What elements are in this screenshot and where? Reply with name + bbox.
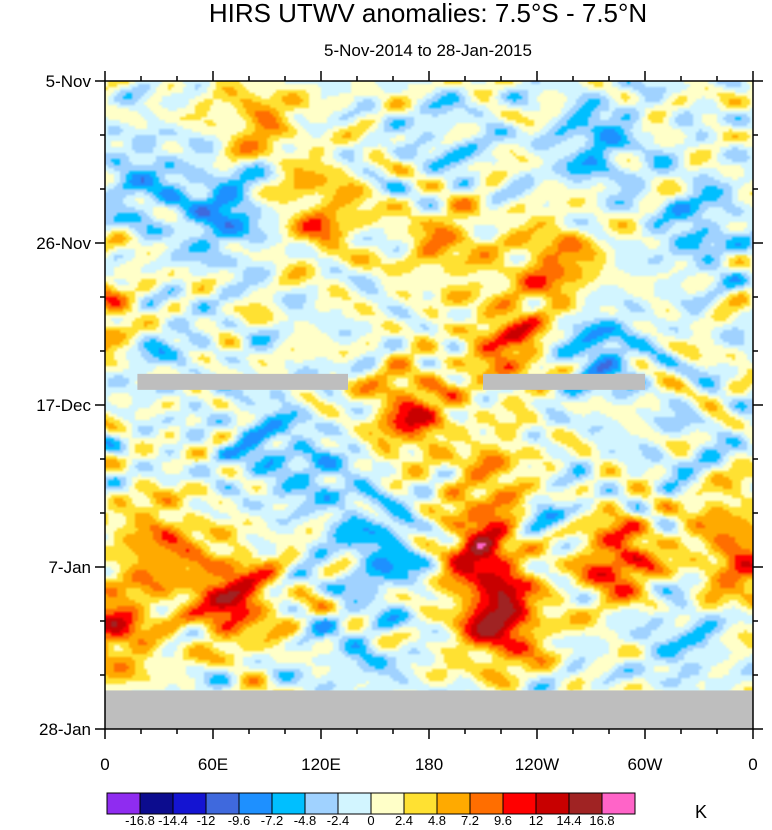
missing-data-band-2 (483, 373, 645, 390)
colorbar-box-2 (139, 792, 174, 815)
x-tick-label: 0 (748, 755, 757, 774)
colorbar-unit: K (695, 802, 707, 822)
colorbar-label: -14.4 (158, 813, 188, 828)
colorbar-box-15 (568, 792, 603, 815)
y-tick-label: 17-Dec (36, 396, 91, 415)
colorbar-label: 9.6 (494, 813, 512, 828)
colorbar-label: 0 (367, 813, 374, 828)
colorbar-label: -12 (197, 813, 216, 828)
colorbar-box-8 (337, 792, 372, 815)
missing-data-band-1 (137, 373, 348, 390)
colorbar-label: 12 (529, 813, 543, 828)
colorbar-label: -4.8 (294, 813, 316, 828)
anomaly-field (105, 81, 753, 729)
chart-subtitle: 5-Nov-2014 to 28-Jan-2015 (324, 41, 532, 60)
colorbar-box-13 (502, 792, 537, 815)
x-tick-label: 120W (515, 755, 559, 774)
colorbar-label: 2.4 (395, 813, 413, 828)
colorbar-box-3 (172, 792, 207, 815)
colorbar-box-9 (370, 792, 405, 815)
y-tick-label: 26-Nov (36, 234, 91, 253)
colorbar-box-16 (601, 792, 636, 815)
axes: 0 60E 120E 180 120W 60W 0 5-Nov 26-Nov 17-Dec 7-Ja… (36, 71, 763, 774)
colorbar-label: 7.2 (461, 813, 479, 828)
plot-area (105, 81, 753, 729)
colorbar-box-10 (403, 792, 438, 815)
x-tick-label: 180 (415, 755, 443, 774)
colorbar-box-6 (271, 792, 306, 815)
colorbar-label: 16.8 (589, 813, 614, 828)
colorbar-box-12 (469, 792, 504, 815)
colorbar-box-5 (238, 792, 273, 815)
colorbar: -16.8 -14.4 -12 -9.6 -7.2 -4.8 -2.4 0 2.4 4.8 7.2 9… (106, 792, 636, 828)
chart-title: HIRS UTWV anomalies: 7.5°S - 7.5°N (209, 0, 647, 28)
colorbar-label: -9.6 (228, 813, 250, 828)
x-tick-label: 60E (198, 755, 228, 774)
colorbar-label: -7.2 (261, 813, 283, 828)
colorbar-box-1 (106, 792, 141, 815)
colorbar-label: -16.8 (125, 813, 155, 828)
y-tick-label: 28-Jan (39, 720, 91, 739)
x-tick-label: 120E (301, 755, 341, 774)
colorbar-label: 4.8 (428, 813, 446, 828)
y-tick-label: 5-Nov (46, 72, 92, 91)
colorbar-label: 14.4 (556, 813, 581, 828)
x-tick-label: 60W (628, 755, 663, 774)
colorbar-label: -2.4 (327, 813, 349, 828)
missing-data-layer (105, 373, 753, 729)
colorbar-box-4 (205, 792, 240, 815)
y-tick-label: 7-Jan (48, 558, 91, 577)
x-tick-label: 0 (100, 755, 109, 774)
colorbar-box-7 (304, 792, 339, 815)
colorbar-box-11 (436, 792, 471, 815)
colorbar-box-14 (535, 792, 570, 815)
missing-data-band-3 (105, 690, 753, 729)
